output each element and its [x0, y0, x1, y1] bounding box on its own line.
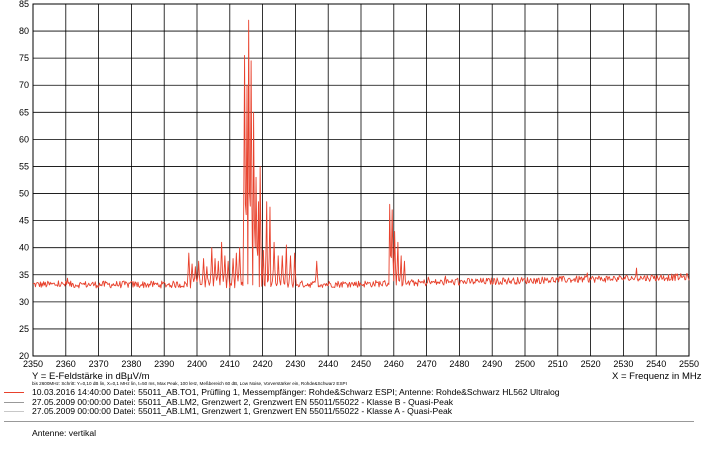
x-tick-label: 2410	[220, 359, 240, 369]
y-tick-label: 30	[19, 297, 29, 307]
y-tick-label: 20	[19, 351, 29, 361]
legend-entry-limit-class-a: 27.05.2009 00:00:00 Datei: 55011_AB.LM1,…	[4, 407, 560, 417]
x-tick-label: 2460	[384, 359, 404, 369]
x-tick-label: 2480	[449, 359, 469, 369]
x-tick-label: 2500	[515, 359, 535, 369]
y-tick-label: 65	[19, 107, 29, 117]
legend-entry-measurement: 10.03.2016 14:40:00 Datei: 55011_AB.TO1,…	[4, 387, 560, 398]
measurement-settings: bis 2600MHz: Schritt: Y=0,10 dB lin, X=0…	[32, 381, 347, 386]
y-tick-label: 45	[19, 216, 29, 226]
x-tick-label: 2350	[23, 359, 43, 369]
legend-divider	[4, 421, 694, 422]
y-tick-label: 75	[19, 53, 29, 63]
antenna-note: Antenne: vertikal	[32, 428, 97, 438]
x-tick-label: 2520	[581, 359, 601, 369]
y-tick-label: 70	[19, 80, 29, 90]
legend-label-limit-class-b: 27.05.2009 00:00:00 Datei: 55011_AB.LM2,…	[32, 396, 454, 407]
y-axis-label: Y = E-Feldstärke in dBµV/m	[32, 371, 150, 382]
y-tick-label: 80	[19, 26, 29, 36]
x-tick-label: 2530	[613, 359, 633, 369]
x-tick-label: 2490	[482, 359, 502, 369]
x-axis-label: X = Frequenz in MHz	[612, 371, 702, 382]
legend-label-limit-class-a: 27.05.2009 00:00:00 Datei: 55011_AB.LM1,…	[32, 406, 453, 417]
x-tick-label: 2390	[154, 359, 174, 369]
y-tick-label: 60	[19, 134, 29, 144]
y-tick-label: 55	[19, 161, 29, 171]
series-line-measurement	[32, 19, 690, 289]
legend-swatch-limit-class-a	[4, 411, 24, 413]
legend-label-measurement: 10.03.2016 14:40:00 Datei: 55011_AB.TO1,…	[32, 387, 560, 397]
x-tick-label: 2510	[548, 359, 568, 369]
x-tick-label: 2360	[56, 359, 76, 369]
x-tick-label: 2380	[121, 359, 141, 369]
x-tick-label: 2440	[318, 359, 338, 369]
x-tick-label: 2430	[285, 359, 305, 369]
x-tick-label: 2550	[679, 359, 699, 369]
x-tick-label: 2540	[646, 359, 666, 369]
y-tick-label: 40	[19, 243, 29, 253]
x-tick-label: 2470	[417, 359, 437, 369]
y-tick-label: 35	[19, 270, 29, 280]
x-tick-label: 2370	[89, 359, 109, 369]
x-tick-label: 2420	[253, 359, 273, 369]
legend-entry-limit-class-b: 27.05.2009 00:00:00 Datei: 55011_AB.LM2,…	[4, 396, 560, 408]
legend-swatch-measurement	[4, 392, 24, 394]
y-tick-label: 25	[19, 324, 29, 334]
x-tick-label: 2450	[351, 359, 371, 369]
legend-swatch-limit-class-b	[4, 401, 24, 403]
y-tick-label: 85	[19, 0, 29, 9]
x-tick-label: 2400	[187, 359, 207, 369]
legend: 10.03.2016 14:40:00 Datei: 55011_AB.TO1,…	[4, 387, 560, 417]
y-tick-label: 50	[19, 189, 29, 199]
